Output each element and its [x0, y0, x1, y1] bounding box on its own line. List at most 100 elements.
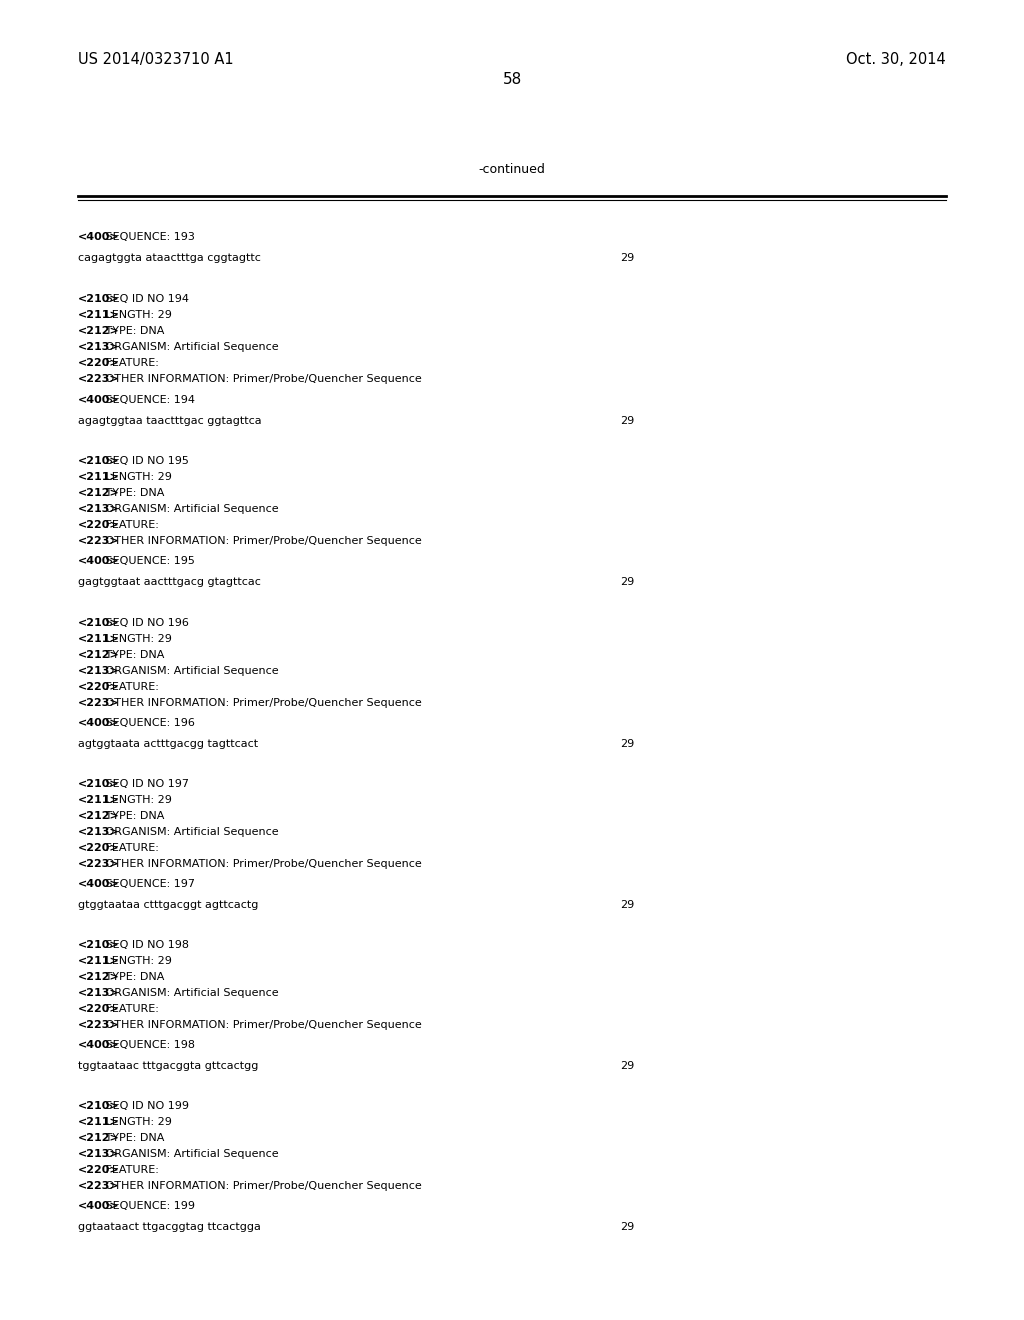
Text: 29: 29	[620, 253, 634, 263]
Text: -continued: -continued	[478, 162, 546, 176]
Text: OTHER INFORMATION: Primer/Probe/Quencher Sequence: OTHER INFORMATION: Primer/Probe/Quencher…	[102, 1020, 422, 1030]
Text: SEQUENCE: 199: SEQUENCE: 199	[102, 1201, 195, 1210]
Text: <223>: <223>	[78, 1181, 120, 1191]
Text: ORGANISM: Artificial Sequence: ORGANISM: Artificial Sequence	[102, 1148, 279, 1159]
Text: TYPE: DNA: TYPE: DNA	[102, 972, 165, 982]
Text: FEATURE:: FEATURE:	[102, 843, 159, 853]
Text: SEQ ID NO 196: SEQ ID NO 196	[102, 618, 188, 628]
Text: OTHER INFORMATION: Primer/Probe/Quencher Sequence: OTHER INFORMATION: Primer/Probe/Quencher…	[102, 1181, 422, 1191]
Text: ORGANISM: Artificial Sequence: ORGANISM: Artificial Sequence	[102, 828, 279, 837]
Text: 29: 29	[620, 739, 634, 748]
Text: <211>: <211>	[78, 473, 120, 482]
Text: SEQUENCE: 198: SEQUENCE: 198	[102, 1040, 195, 1049]
Text: <212>: <212>	[78, 1133, 120, 1143]
Text: <220>: <220>	[78, 682, 120, 692]
Text: <400>: <400>	[78, 232, 120, 242]
Text: LENGTH: 29: LENGTH: 29	[102, 310, 172, 319]
Text: tggtaataac tttgacggta gttcactgg: tggtaataac tttgacggta gttcactgg	[78, 1061, 258, 1071]
Text: 29: 29	[620, 577, 634, 587]
Text: <210>: <210>	[78, 779, 120, 789]
Text: <220>: <220>	[78, 358, 120, 368]
Text: LENGTH: 29: LENGTH: 29	[102, 1117, 172, 1127]
Text: <211>: <211>	[78, 795, 120, 805]
Text: <223>: <223>	[78, 859, 120, 869]
Text: <223>: <223>	[78, 374, 120, 384]
Text: FEATURE:: FEATURE:	[102, 682, 159, 692]
Text: OTHER INFORMATION: Primer/Probe/Quencher Sequence: OTHER INFORMATION: Primer/Probe/Quencher…	[102, 374, 422, 384]
Text: <400>: <400>	[78, 395, 120, 405]
Text: SEQ ID NO 197: SEQ ID NO 197	[102, 779, 189, 789]
Text: <213>: <213>	[78, 828, 120, 837]
Text: US 2014/0323710 A1: US 2014/0323710 A1	[78, 51, 233, 67]
Text: <211>: <211>	[78, 1117, 120, 1127]
Text: SEQUENCE: 196: SEQUENCE: 196	[102, 718, 195, 729]
Text: TYPE: DNA: TYPE: DNA	[102, 649, 165, 660]
Text: <220>: <220>	[78, 1005, 120, 1014]
Text: <223>: <223>	[78, 1020, 120, 1030]
Text: <220>: <220>	[78, 520, 120, 531]
Text: <211>: <211>	[78, 310, 120, 319]
Text: <210>: <210>	[78, 294, 120, 304]
Text: ORGANISM: Artificial Sequence: ORGANISM: Artificial Sequence	[102, 504, 279, 513]
Text: SEQUENCE: 194: SEQUENCE: 194	[102, 395, 195, 405]
Text: <223>: <223>	[78, 698, 120, 708]
Text: OTHER INFORMATION: Primer/Probe/Quencher Sequence: OTHER INFORMATION: Primer/Probe/Quencher…	[102, 698, 422, 708]
Text: <213>: <213>	[78, 987, 120, 998]
Text: agagtggtaa taactttgac ggtagttca: agagtggtaa taactttgac ggtagttca	[78, 416, 261, 426]
Text: <210>: <210>	[78, 1101, 120, 1111]
Text: TYPE: DNA: TYPE: DNA	[102, 1133, 165, 1143]
Text: <213>: <213>	[78, 504, 120, 513]
Text: LENGTH: 29: LENGTH: 29	[102, 473, 172, 482]
Text: 29: 29	[620, 1061, 634, 1071]
Text: SEQ ID NO 198: SEQ ID NO 198	[102, 940, 189, 950]
Text: <210>: <210>	[78, 618, 120, 628]
Text: 29: 29	[620, 900, 634, 909]
Text: gtggtaataa ctttgacggt agttcactg: gtggtaataa ctttgacggt agttcactg	[78, 900, 258, 909]
Text: <212>: <212>	[78, 972, 120, 982]
Text: FEATURE:: FEATURE:	[102, 358, 159, 368]
Text: <400>: <400>	[78, 1040, 120, 1049]
Text: LENGTH: 29: LENGTH: 29	[102, 795, 172, 805]
Text: SEQ ID NO 194: SEQ ID NO 194	[102, 294, 189, 304]
Text: <210>: <210>	[78, 455, 120, 466]
Text: <400>: <400>	[78, 556, 120, 566]
Text: Oct. 30, 2014: Oct. 30, 2014	[846, 51, 946, 67]
Text: OTHER INFORMATION: Primer/Probe/Quencher Sequence: OTHER INFORMATION: Primer/Probe/Quencher…	[102, 859, 422, 869]
Text: ORGANISM: Artificial Sequence: ORGANISM: Artificial Sequence	[102, 667, 279, 676]
Text: FEATURE:: FEATURE:	[102, 1005, 159, 1014]
Text: SEQ ID NO 195: SEQ ID NO 195	[102, 455, 188, 466]
Text: <211>: <211>	[78, 956, 120, 966]
Text: TYPE: DNA: TYPE: DNA	[102, 326, 165, 337]
Text: <212>: <212>	[78, 810, 120, 821]
Text: SEQUENCE: 197: SEQUENCE: 197	[102, 879, 195, 888]
Text: <213>: <213>	[78, 342, 120, 352]
Text: agtggtaata actttgacgg tagttcact: agtggtaata actttgacgg tagttcact	[78, 739, 258, 748]
Text: OTHER INFORMATION: Primer/Probe/Quencher Sequence: OTHER INFORMATION: Primer/Probe/Quencher…	[102, 536, 422, 546]
Text: gagtggtaat aactttgacg gtagttcac: gagtggtaat aactttgacg gtagttcac	[78, 577, 261, 587]
Text: TYPE: DNA: TYPE: DNA	[102, 488, 165, 498]
Text: 29: 29	[620, 1222, 634, 1232]
Text: 58: 58	[503, 73, 521, 87]
Text: <400>: <400>	[78, 1201, 120, 1210]
Text: LENGTH: 29: LENGTH: 29	[102, 634, 172, 644]
Text: SEQUENCE: 195: SEQUENCE: 195	[102, 556, 195, 566]
Text: ORGANISM: Artificial Sequence: ORGANISM: Artificial Sequence	[102, 342, 279, 352]
Text: <400>: <400>	[78, 879, 120, 888]
Text: TYPE: DNA: TYPE: DNA	[102, 810, 165, 821]
Text: FEATURE:: FEATURE:	[102, 1166, 159, 1175]
Text: <213>: <213>	[78, 667, 120, 676]
Text: <212>: <212>	[78, 649, 120, 660]
Text: <211>: <211>	[78, 634, 120, 644]
Text: <210>: <210>	[78, 940, 120, 950]
Text: ORGANISM: Artificial Sequence: ORGANISM: Artificial Sequence	[102, 987, 279, 998]
Text: FEATURE:: FEATURE:	[102, 520, 159, 531]
Text: <220>: <220>	[78, 1166, 120, 1175]
Text: <212>: <212>	[78, 488, 120, 498]
Text: SEQUENCE: 193: SEQUENCE: 193	[102, 232, 195, 242]
Text: <400>: <400>	[78, 718, 120, 729]
Text: LENGTH: 29: LENGTH: 29	[102, 956, 172, 966]
Text: 29: 29	[620, 416, 634, 426]
Text: <212>: <212>	[78, 326, 120, 337]
Text: cagagtggta ataactttga cggtagttc: cagagtggta ataactttga cggtagttc	[78, 253, 261, 263]
Text: SEQ ID NO 199: SEQ ID NO 199	[102, 1101, 189, 1111]
